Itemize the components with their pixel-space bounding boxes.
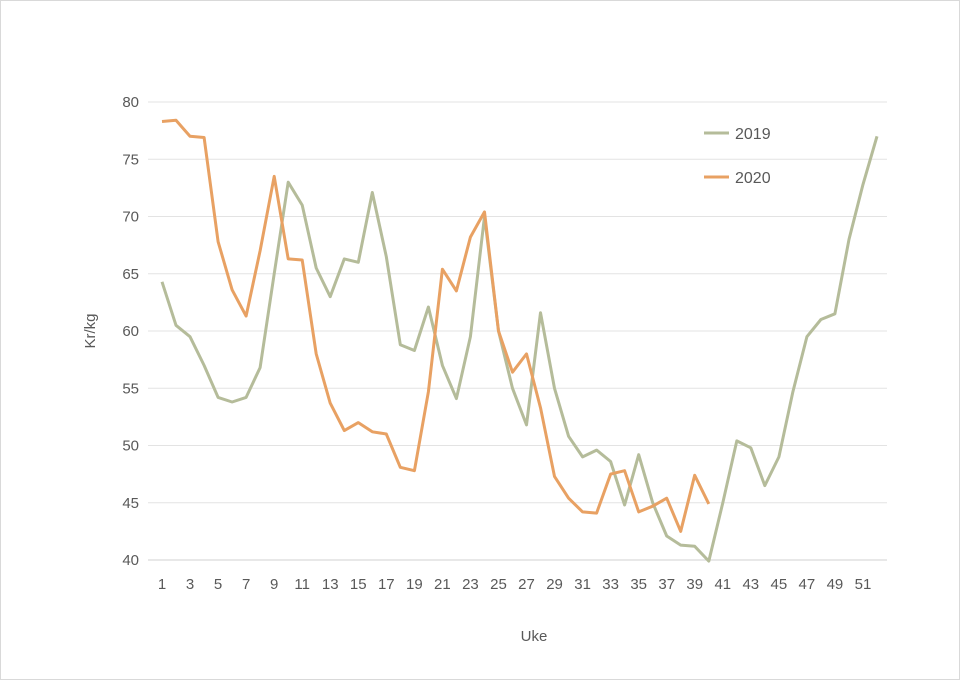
legend-label-2019: 2019 bbox=[735, 126, 771, 143]
x-tick-label: 25 bbox=[490, 576, 507, 593]
x-tick-label: 3 bbox=[186, 576, 194, 593]
x-tick-label: 15 bbox=[350, 576, 367, 593]
legend-label-2020: 2020 bbox=[735, 170, 771, 187]
x-tick-label: 23 bbox=[462, 576, 479, 593]
y-tick-label: 50 bbox=[122, 438, 139, 455]
y-axis-title: Kr/kg bbox=[82, 313, 99, 348]
y-tick-label: 45 bbox=[122, 495, 139, 512]
x-tick-label: 13 bbox=[322, 576, 339, 593]
x-tick-label: 1 bbox=[158, 576, 166, 593]
y-tick-label: 80 bbox=[122, 94, 139, 111]
x-tick-label: 37 bbox=[658, 576, 675, 593]
y-tick-label: 65 bbox=[122, 266, 139, 283]
series-line-2020 bbox=[161, 118, 711, 533]
x-tick-label: 17 bbox=[378, 576, 395, 593]
series-line-2019 bbox=[160, 135, 879, 563]
x-tick-label: 43 bbox=[742, 576, 759, 593]
x-tick-label: 33 bbox=[602, 576, 619, 593]
x-tick-label: 35 bbox=[630, 576, 647, 593]
series-lines bbox=[160, 118, 879, 563]
x-tick-label: 27 bbox=[518, 576, 535, 593]
x-tick-label: 9 bbox=[270, 576, 278, 593]
y-tick-label: 60 bbox=[122, 323, 139, 340]
x-tick-label: 19 bbox=[406, 576, 423, 593]
x-tick-label: 45 bbox=[771, 576, 788, 593]
x-tick-label: 21 bbox=[434, 576, 451, 593]
y-tick-label: 40 bbox=[122, 552, 139, 569]
x-tick-label: 31 bbox=[574, 576, 591, 593]
x-tick-labels: 1 3 5 7 9 11 13 15 17 19 21 23 25 27 29 31 33 35 37 39 41 43 4… bbox=[158, 576, 871, 593]
y-tick-label: 75 bbox=[122, 151, 139, 168]
x-tick-label: 49 bbox=[827, 576, 844, 593]
y-tick-label: 70 bbox=[122, 209, 139, 226]
legend: 2019 2020 bbox=[704, 126, 771, 187]
x-tick-label: 7 bbox=[242, 576, 250, 593]
x-tick-label: 29 bbox=[546, 576, 563, 593]
gridlines bbox=[148, 101, 887, 561]
y-tick-label: 55 bbox=[122, 380, 139, 397]
y-tick-labels: 40 45 50 55 60 65 70 75 80 bbox=[122, 94, 139, 569]
x-tick-label: 5 bbox=[214, 576, 222, 593]
x-axis-title: Uke bbox=[521, 628, 548, 645]
x-tick-label: 51 bbox=[855, 576, 872, 593]
x-tick-label: 39 bbox=[686, 576, 703, 593]
x-tick-label: 11 bbox=[294, 576, 310, 593]
x-tick-label: 47 bbox=[799, 576, 816, 593]
x-tick-label: 41 bbox=[714, 576, 731, 593]
